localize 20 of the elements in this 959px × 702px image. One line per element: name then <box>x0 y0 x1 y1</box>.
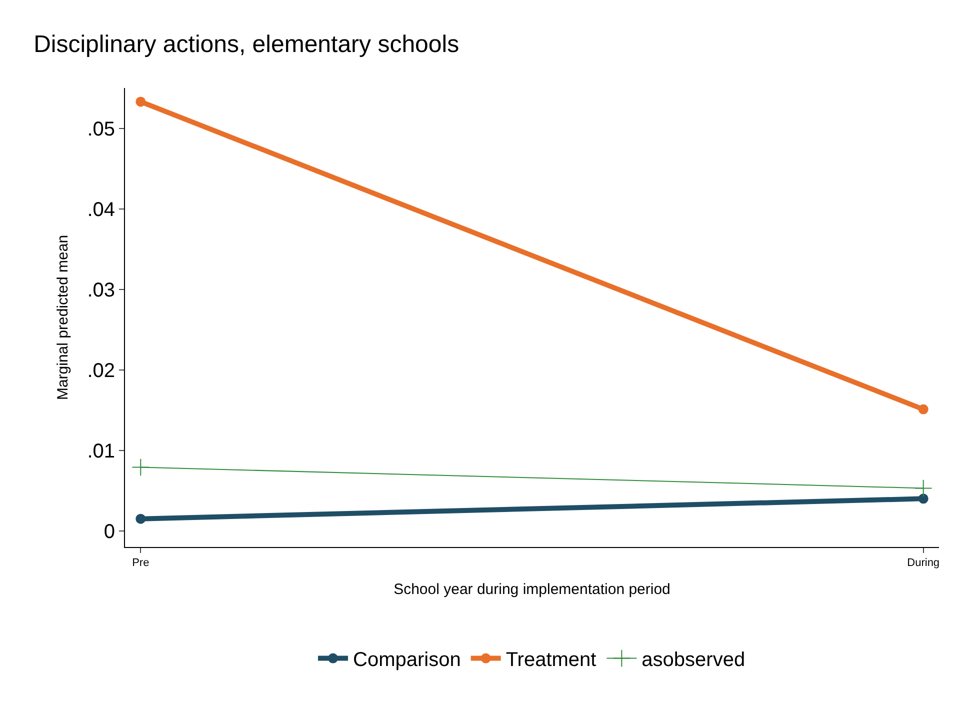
chart-title: Disciplinary actions, elementary schools <box>34 30 460 58</box>
point <box>136 514 146 524</box>
y-tick-label: .01 <box>87 440 115 462</box>
legend-label: asobserved <box>642 649 746 672</box>
point <box>136 96 146 107</box>
point <box>918 494 928 504</box>
legend-label: Comparison <box>353 649 461 672</box>
y-tick-label: .05 <box>87 118 115 140</box>
y-tick-label: .04 <box>87 198 115 221</box>
point <box>132 458 150 476</box>
point <box>914 479 932 498</box>
x-tick-label: During <box>907 557 940 570</box>
y-tick-label: .02 <box>87 360 115 382</box>
x-axis-title: School year during implementation period <box>394 581 670 598</box>
x-tick-label: Pre <box>132 557 150 570</box>
point <box>918 404 928 414</box>
y-tick-label: 0 <box>104 520 115 543</box>
y-axis-title: Marginal predicted mean <box>54 234 72 400</box>
legend-label: Treatment <box>506 649 597 672</box>
y-tick-label: .03 <box>87 279 115 302</box>
